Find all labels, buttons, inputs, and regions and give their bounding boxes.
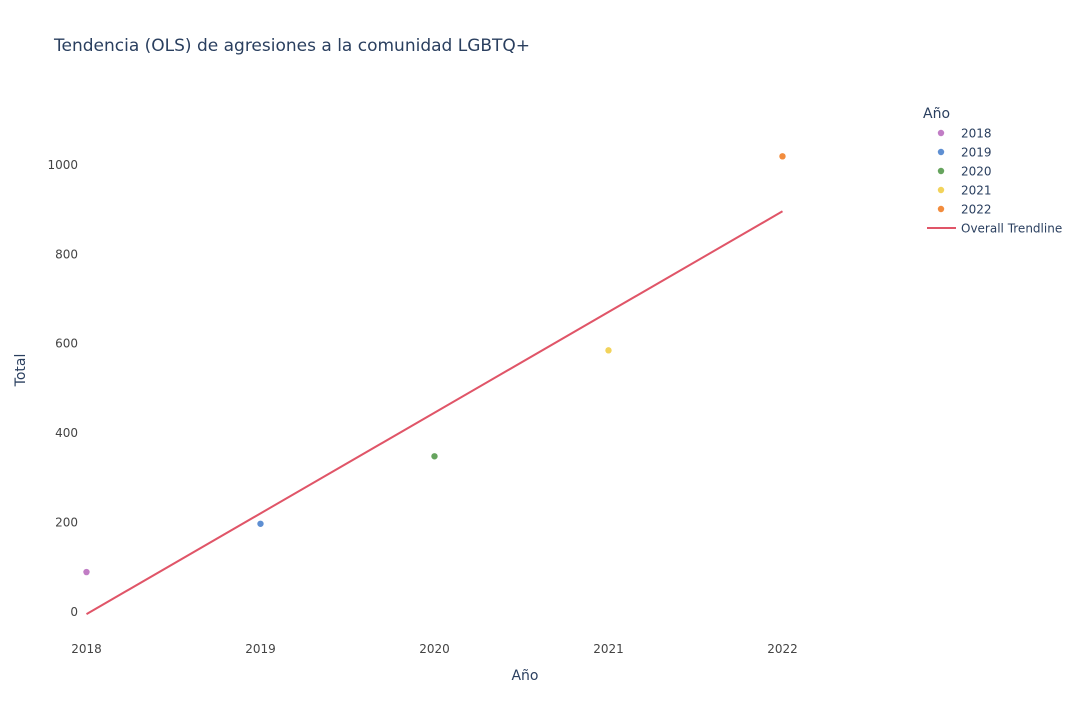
y-tick-label: 600	[55, 337, 78, 351]
x-tick-label: 2022	[767, 642, 798, 656]
x-axis-title: Año	[511, 668, 538, 684]
data-point-2019	[257, 520, 264, 527]
legend-label: 2018	[961, 127, 992, 141]
trendline	[85, 210, 784, 615]
y-tick-label: 800	[55, 247, 78, 261]
x-tick-label: 2021	[593, 642, 624, 656]
chart-title: Tendencia (OLS) de agresiones a la comun…	[53, 36, 530, 56]
y-axis-title: Total	[13, 354, 29, 388]
y-tick-label: 400	[55, 426, 78, 440]
legend-label: 2020	[961, 165, 992, 179]
x-tick-label: 2020	[419, 642, 450, 656]
legend-title: Año	[923, 106, 950, 122]
legend-marker-2022	[937, 205, 945, 213]
legend-marker-2020	[937, 167, 945, 175]
legend-label: 2022	[961, 203, 992, 217]
legend-marker-2018	[937, 129, 945, 137]
y-tick-label: 200	[55, 515, 78, 529]
legend-marker-2019	[937, 148, 945, 156]
legend-marker-2021	[937, 186, 945, 194]
legend-label: 2019	[961, 146, 992, 160]
legend-label: 2021	[961, 184, 992, 198]
x-tick-label: 2018	[71, 642, 102, 656]
y-tick-label: 0	[70, 605, 78, 619]
y-tick-label: 1000	[47, 158, 78, 172]
data-point-2021	[605, 347, 612, 354]
data-point-2018	[83, 568, 90, 576]
data-point-2020	[431, 453, 438, 460]
data-point-2022	[779, 153, 786, 160]
legend-label: Overall Trendline	[961, 222, 1062, 236]
x-tick-label: 2019	[245, 642, 276, 656]
